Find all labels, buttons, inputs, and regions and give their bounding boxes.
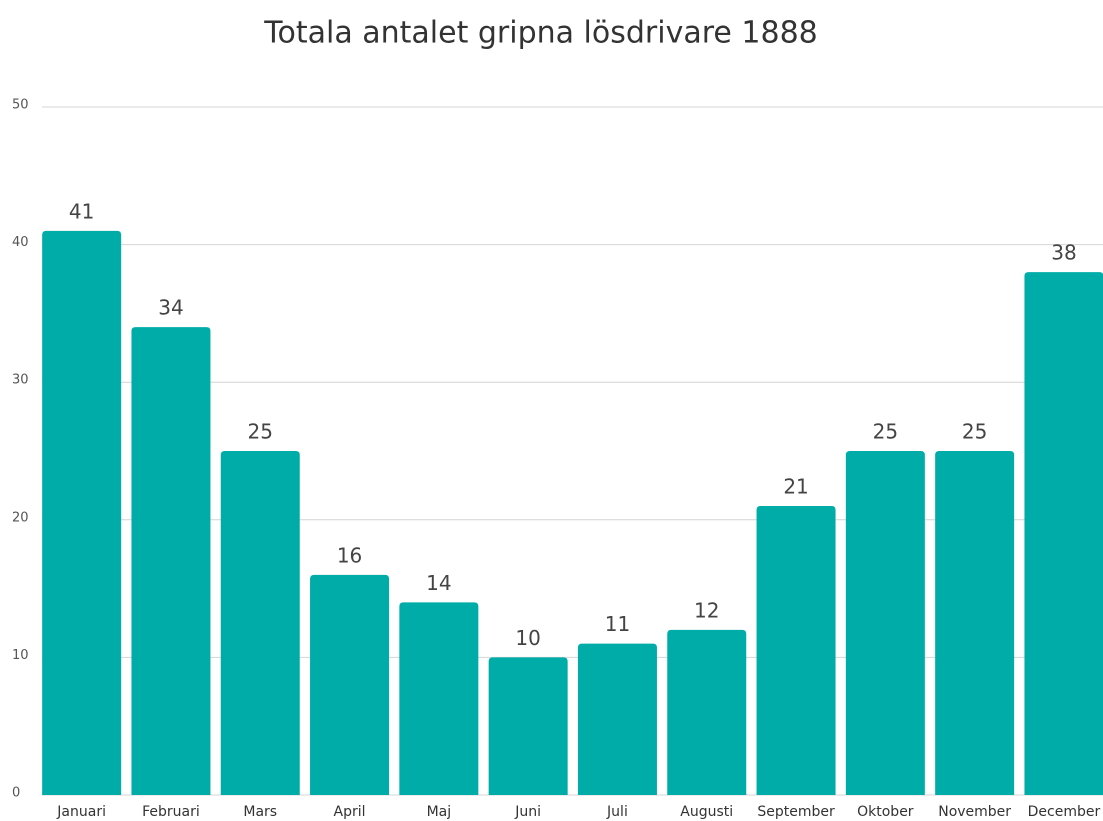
x-tick-label: Oktober (857, 804, 914, 820)
value-label: 25 (962, 420, 987, 444)
bar (935, 451, 1015, 795)
bar (220, 451, 300, 795)
x-tick-label: April (334, 804, 366, 820)
value-label: 41 (69, 199, 94, 223)
value-label: 14 (426, 571, 451, 595)
value-label: 21 (783, 475, 808, 499)
bar (756, 506, 836, 795)
x-tick-label: Juni (514, 804, 541, 820)
value-label: 25 (873, 420, 898, 444)
x-tick-label: Februari (142, 804, 200, 820)
x-tick-label: Augusti (680, 804, 733, 820)
bar (1024, 272, 1103, 795)
bar (42, 230, 122, 796)
bar (131, 327, 211, 795)
x-tick-label: Maj (427, 804, 452, 820)
y-tick-label: 10 (12, 648, 29, 663)
x-tick-label: November (938, 804, 1011, 820)
value-label: 11 (605, 612, 630, 636)
y-tick-label: 50 (12, 98, 29, 113)
bar (845, 451, 925, 795)
x-tick-label: Mars (243, 804, 277, 820)
value-label: 16 (337, 543, 362, 567)
x-tick-label: Juli (606, 804, 628, 820)
value-label: 25 (248, 420, 273, 444)
bar (310, 574, 390, 795)
value-label: 38 (1051, 241, 1076, 265)
chart-title: Totala antalet gripna lösdrivare 1888 (263, 16, 818, 51)
value-label: 12 (694, 598, 719, 622)
value-label: 10 (515, 626, 540, 650)
bar (488, 657, 568, 795)
y-tick-label: 0 (12, 786, 20, 801)
bar (667, 629, 747, 795)
bar (577, 643, 657, 795)
x-tick-label: September (757, 804, 835, 820)
x-tick-label: December (1028, 804, 1101, 820)
y-tick-label: 40 (12, 235, 29, 250)
y-tick-label: 20 (12, 510, 29, 525)
y-tick-label: 30 (12, 373, 29, 388)
value-label: 34 (158, 296, 183, 320)
bar (399, 602, 479, 795)
x-tick-label: Januari (56, 804, 106, 820)
